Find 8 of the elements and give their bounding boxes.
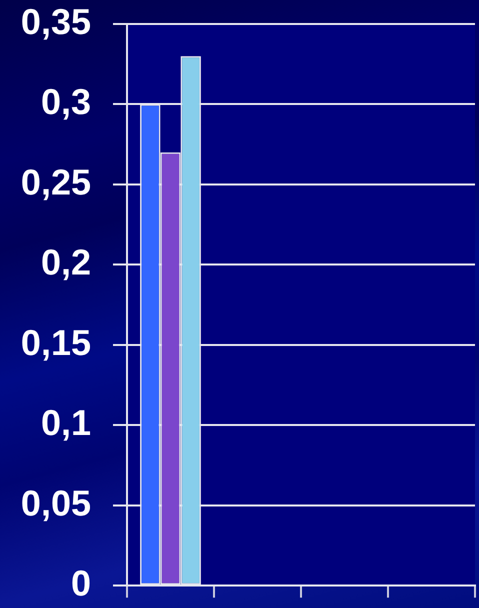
y-tick-label: 0,35 — [20, 0, 91, 42]
y-tick-label: 0,25 — [20, 161, 91, 202]
y-tick-label: 0,1 — [40, 402, 91, 444]
y-tick-label: 0,15 — [20, 322, 91, 363]
y-tick-label: 0,2 — [40, 242, 91, 283]
y-tick-label: 0,3 — [40, 81, 91, 122]
y-tick-label: 0,05 — [20, 482, 91, 524]
y-tick-label: 0 — [70, 562, 91, 604]
